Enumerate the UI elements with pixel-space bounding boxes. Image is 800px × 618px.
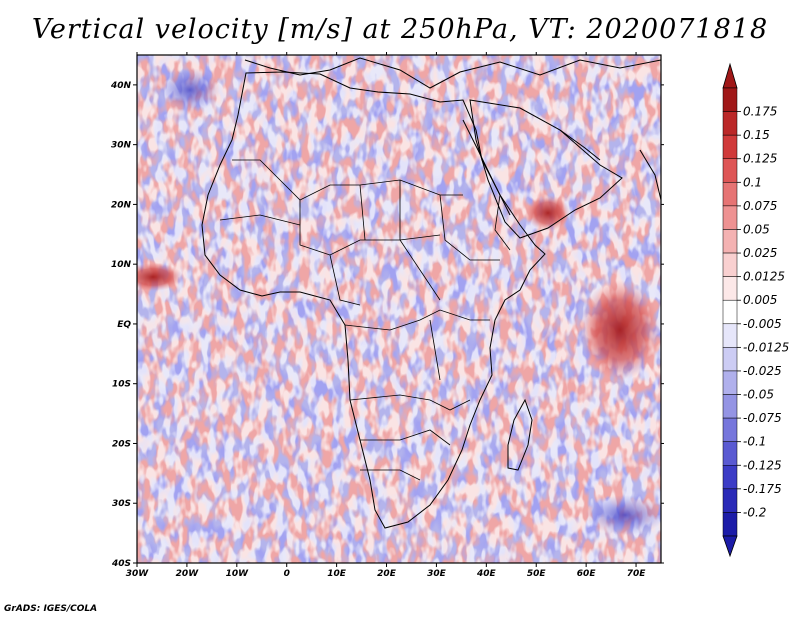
colorbar-bin bbox=[722, 182, 738, 207]
madagascar-coastline bbox=[507, 398, 533, 471]
colorbar-label: -0.175 bbox=[743, 482, 782, 496]
colorbar-label: 0.1 bbox=[743, 175, 762, 189]
y-tick-label: 10N bbox=[111, 260, 132, 270]
colorbar-bottom-cap bbox=[722, 535, 738, 558]
red-sea-coastline bbox=[462, 119, 511, 216]
colorbar-label: 0.005 bbox=[743, 293, 777, 307]
plot-title: Vertical velocity [m/s] at 250hPa, VT: 2… bbox=[31, 14, 769, 45]
colorbar-label: -0.025 bbox=[743, 364, 782, 378]
india-coastline bbox=[639, 149, 661, 250]
arabian-sea-ascent-area bbox=[526, 195, 570, 231]
colorbar-bin bbox=[722, 134, 738, 159]
colorbar-label: -0.0125 bbox=[743, 340, 789, 354]
y-tick-label: 40N bbox=[110, 81, 132, 91]
colorbar-label: -0.05 bbox=[743, 388, 774, 402]
colorbar-bin bbox=[722, 276, 738, 301]
colorbar-label: 0.175 bbox=[743, 105, 777, 119]
colorbar-bin bbox=[722, 158, 738, 183]
velocity-field bbox=[137, 55, 661, 563]
colorbar-label: -0.075 bbox=[743, 411, 782, 425]
x-tick-label: 60E bbox=[577, 569, 597, 579]
colorbar-bin bbox=[722, 417, 738, 442]
country-borders bbox=[219, 159, 511, 481]
x-tick-label: 50E bbox=[527, 569, 547, 579]
y-tick-label: 30S bbox=[112, 499, 131, 509]
colorbar-label: -0.2 bbox=[743, 505, 766, 519]
colorbar-label: 0.0125 bbox=[743, 270, 785, 284]
credit-text: GrADS: IGES/COLA bbox=[4, 604, 98, 614]
colorbar-bin bbox=[722, 441, 738, 466]
x-tick-label: 10W bbox=[226, 569, 250, 579]
colorbar-bin bbox=[722, 229, 738, 254]
y-tick-label: 10S bbox=[112, 380, 131, 390]
colorbar-label: -0.1 bbox=[743, 435, 766, 449]
colorbar-bin bbox=[722, 488, 738, 513]
colorbar-bin bbox=[722, 347, 738, 372]
y-tick-label: 20S bbox=[112, 439, 131, 449]
x-axis: 30W 20W 10W 0 10E 20E 30E 40E 50E 60E 70E bbox=[126, 52, 646, 579]
y-tick-label: 40S bbox=[111, 559, 131, 569]
coastlines bbox=[201, 57, 661, 529]
y-tick-label: EQ bbox=[117, 320, 131, 330]
x-tick-label: 40E bbox=[476, 569, 497, 579]
colorbar-label: 0.025 bbox=[743, 246, 777, 260]
x-tick-label: 0 bbox=[284, 569, 290, 579]
colorbar-label: 0.125 bbox=[743, 152, 777, 166]
southern-ocean-descent-area bbox=[585, 495, 661, 535]
colorbar-bin bbox=[722, 87, 738, 112]
colorbar-bin bbox=[722, 512, 738, 537]
colorbar-bin bbox=[722, 323, 738, 348]
map-frame bbox=[136, 54, 662, 564]
north-atlantic-descent-area bbox=[160, 68, 220, 112]
colorbar-bin bbox=[722, 205, 738, 230]
colorbar-bin bbox=[722, 111, 738, 136]
colorbar-bin bbox=[722, 299, 738, 325]
colorbar-bin bbox=[722, 252, 738, 277]
colorbar-top-cap bbox=[722, 62, 738, 89]
x-tick-label: 70E bbox=[627, 569, 647, 579]
colorbar-bin bbox=[722, 394, 738, 419]
colorbar-label: 0.05 bbox=[743, 222, 770, 236]
indian-ocean-ascent-area bbox=[580, 280, 660, 380]
x-tick-label: 30W bbox=[126, 569, 150, 579]
colorbar-label: -0.125 bbox=[743, 458, 782, 472]
colorbar: 0.175 0.15 0.125 0.1 0.075 0.05 0.025 0.0125 0.0… bbox=[722, 62, 789, 558]
colorbar-bin bbox=[722, 465, 738, 490]
y-axis: 40N 30N 20N 10N EQ 10S 20S 30S 40S bbox=[110, 81, 664, 569]
persian-gulf-coastline bbox=[559, 129, 601, 161]
colorbar-label: -0.005 bbox=[743, 317, 782, 331]
x-tick-label: 30E bbox=[427, 569, 447, 579]
x-tick-label: 20W bbox=[176, 569, 200, 579]
y-tick-label: 20N bbox=[111, 200, 132, 210]
colorbar-label: 0.075 bbox=[743, 199, 777, 213]
y-tick-label: 30N bbox=[111, 141, 132, 151]
colorbar-bin bbox=[722, 370, 738, 395]
colorbar-label: 0.15 bbox=[743, 128, 770, 142]
x-tick-label: 10E bbox=[327, 569, 347, 579]
europe-coastline bbox=[244, 57, 661, 89]
africa-coastline bbox=[201, 71, 546, 529]
atlantic-ascent-area bbox=[137, 263, 183, 291]
x-tick-label: 20E bbox=[377, 569, 397, 579]
